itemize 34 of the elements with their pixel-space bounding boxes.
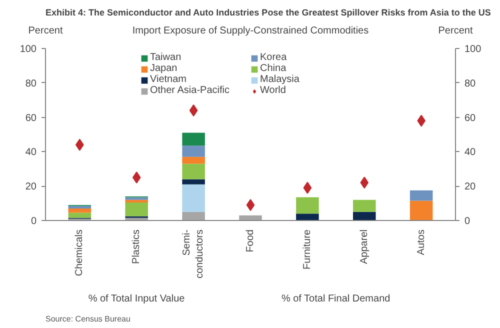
legend-label: Other Asia-Pacific [150, 85, 230, 96]
legend-label: Japan [150, 63, 178, 74]
x-tick-label: Chemicals [74, 229, 86, 276]
y2-tick-label: 80 [464, 78, 476, 90]
y-tick-label: 100 [20, 44, 37, 55]
chart-title: Exhibit 4: The Semiconductor and Auto Industries Pose the Greatest Spillover Risks from Asia to the US [46, 8, 491, 18]
y2-tick-label: 20 [464, 182, 476, 193]
y-tick-label: 40 [25, 147, 37, 158]
y-tick-label: 60 [25, 112, 37, 124]
x-tick-label: Semi- conductors [181, 229, 206, 278]
text: % of Total Input Value [88, 294, 186, 304]
legend-label: Malaysia [260, 74, 300, 85]
legend-label: China [260, 63, 288, 74]
y-axis-title: Percent [28, 26, 63, 36]
text: % of Total Final Demand [281, 294, 390, 304]
y2-tick-label: 100 [464, 44, 482, 55]
chart-subtitle: Import Exposure of Supply-Constrained Commodities [132, 26, 369, 36]
x-tick-label: Apparel [358, 230, 370, 264]
x-tick-label: Furniture [302, 229, 313, 270]
y2-tick-label: 60 [464, 112, 476, 124]
y-tick-label: 20 [25, 182, 37, 193]
y-tick-label: 80 [25, 78, 37, 90]
y2-tick-label: 40 [464, 147, 476, 158]
y-tick-label: 0 [30, 216, 37, 227]
x-tick-label: Plastics [131, 230, 142, 264]
legend-label: Korea [260, 52, 288, 63]
legend-label: Vietnam [150, 74, 188, 85]
legend-label: Taiwan [150, 52, 182, 63]
x-tick-label: Food [245, 229, 256, 252]
y2-tick-label: 0 [464, 216, 470, 227]
source-note: Source: Census Bureau [46, 314, 130, 324]
legend-label: World [260, 85, 287, 96]
x-tick-label: Autos [416, 229, 427, 256]
y2-axis-title: Percent [438, 26, 473, 36]
